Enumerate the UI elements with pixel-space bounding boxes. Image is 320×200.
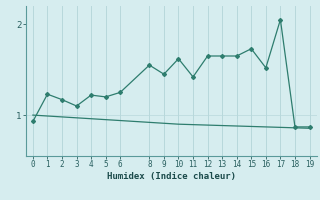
X-axis label: Humidex (Indice chaleur): Humidex (Indice chaleur)	[107, 172, 236, 181]
